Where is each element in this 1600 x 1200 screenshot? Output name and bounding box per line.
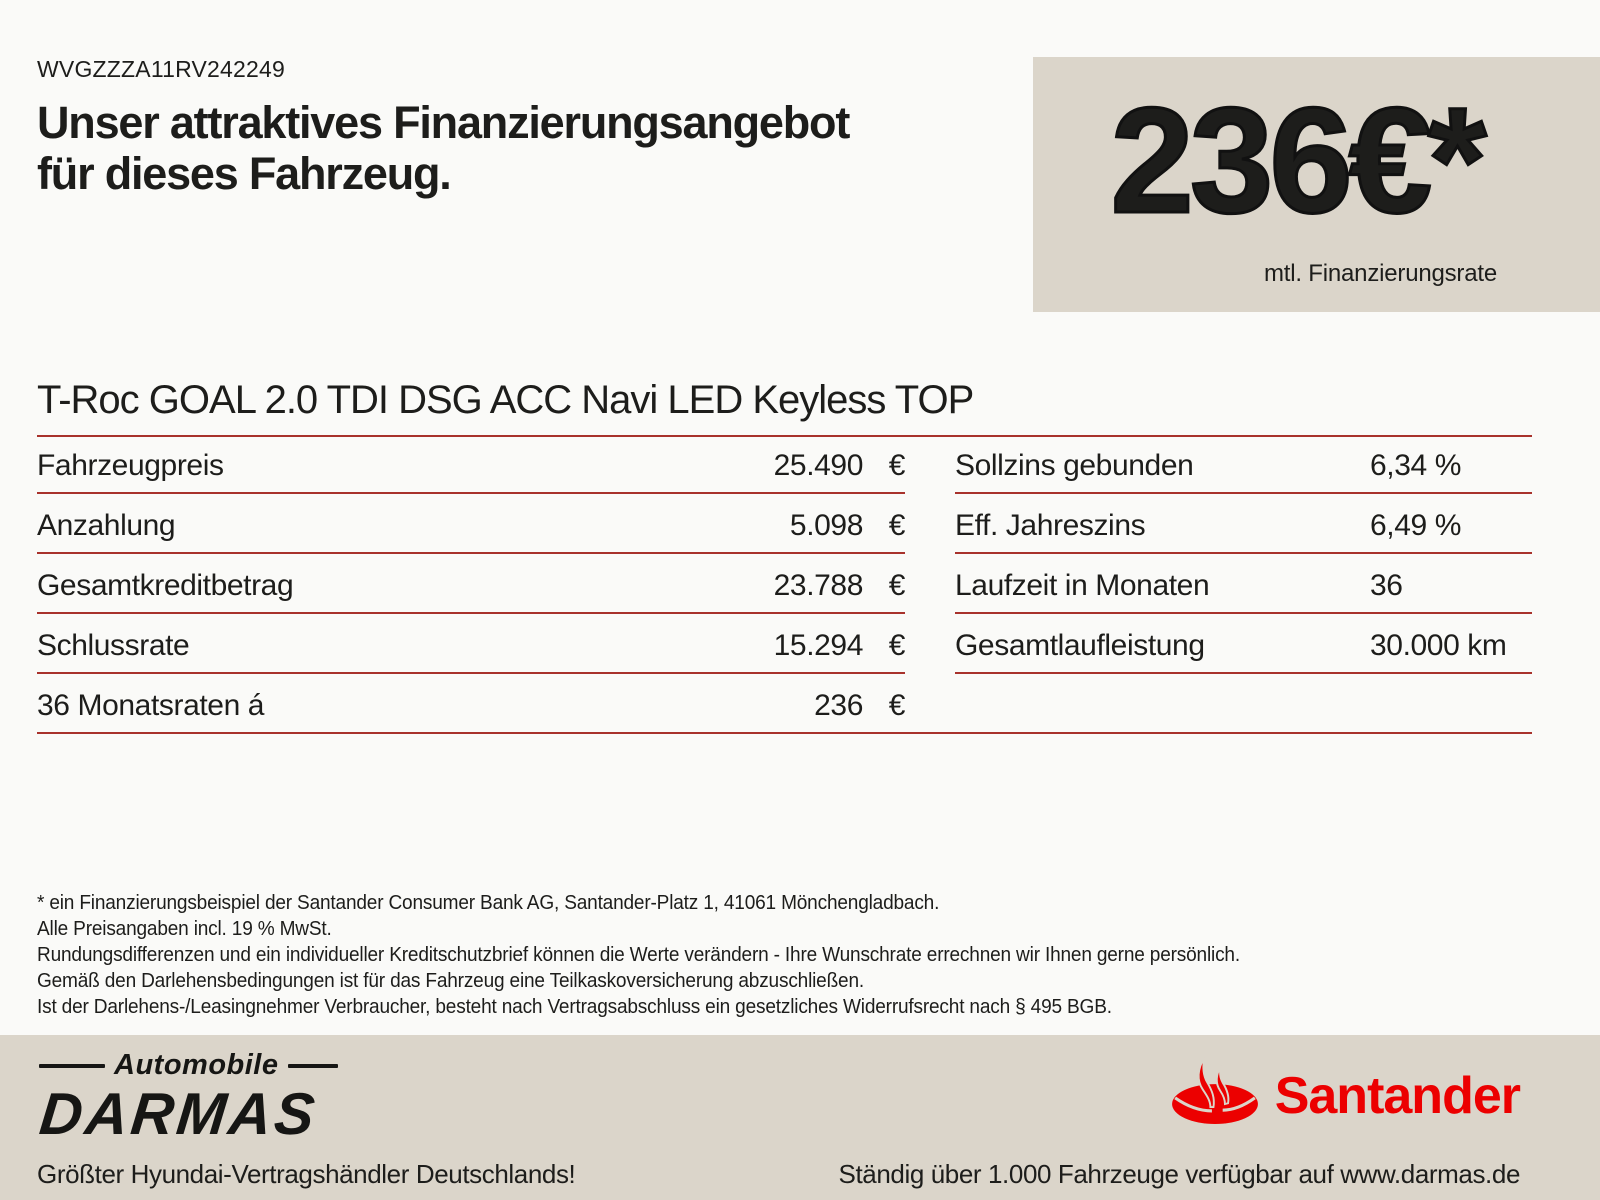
- headline-line-1: Unser attraktives Finanzierungsangebot: [37, 97, 850, 148]
- headline-line-2: für dieses Fahrzeug.: [37, 148, 452, 200]
- table-row-anzahlung: Anzahlung 5.098 €: [37, 494, 905, 554]
- table-row-schlussrate: Schlussrate 15.294 €: [37, 614, 905, 674]
- row-value: 25.490: [773, 449, 864, 482]
- footer-tagline-left: Größter Hyundai-Vertragshändler Deutschl…: [37, 1159, 576, 1189]
- rate-caption: mtl. Finanzierungsrate: [1263, 260, 1497, 287]
- table-row-laufzeit: Laufzeit in Monaten 36: [955, 554, 1532, 614]
- disclaimer-line: Gemäß den Darlehensbedingungen ist für d…: [37, 969, 865, 992]
- row-label: Eff. Jahreszins: [955, 509, 1146, 542]
- disclaimer-line: Alle Preisangaben incl. 19 % MwSt.: [37, 917, 332, 940]
- footer-taglines: Größter Hyundai-Vertragshändler Deutschl…: [37, 1159, 1520, 1190]
- row-value: 236: [814, 689, 863, 722]
- disclaimer-line: Rundungsdifferenzen und ein individuelle…: [37, 943, 1240, 966]
- santander-flame-icon: [1169, 1055, 1261, 1132]
- table-row-fahrzeugpreis: Fahrzeugpreis 25.490 €: [37, 434, 905, 494]
- row-unit: €: [888, 449, 906, 482]
- santander-logo: Santander: [1169, 1055, 1521, 1132]
- table-row-gesamtkreditbetrag: Gesamtkreditbetrag 23.788 €: [37, 554, 905, 614]
- row-label: 36 Monatsraten á: [37, 689, 265, 722]
- finance-table: Fahrzeugpreis 25.490 € Sollzins gebunden…: [37, 434, 1532, 734]
- page-headline: Unser attraktives Finanzierungsangebot f…: [37, 97, 850, 200]
- row-unit: €: [888, 629, 906, 662]
- disclaimer-line: * ein Finanzierungsbeispiel der Santande…: [37, 891, 940, 914]
- row-value: 5.098: [789, 509, 863, 542]
- table-row-monatsraten: 36 Monatsraten á 236 €: [37, 674, 1532, 734]
- row-unit: €: [888, 689, 906, 722]
- row-value: 6,34 %: [1370, 449, 1461, 482]
- disclaimer: * ein Finanzierungsbeispiel der Santande…: [37, 890, 1488, 1020]
- row-label: Anzahlung: [37, 509, 176, 542]
- row-unit: €: [888, 569, 906, 602]
- disclaimer-line: Ist der Darlehens-/Leasingnehmer Verbrau…: [37, 995, 1112, 1018]
- darmas-logo: Automobile DARMAS: [37, 1049, 338, 1147]
- row-value: 30.000 km: [1370, 629, 1507, 662]
- row-label: Gesamtlaufleistung: [955, 629, 1205, 662]
- darmas-wordmark: DARMAS: [36, 1081, 321, 1147]
- rate-amount: 236€*: [1109, 76, 1488, 244]
- vehicle-title: T-Roc GOAL 2.0 TDI DSG ACC Navi LED Keyl…: [37, 378, 1532, 437]
- row-label: Laufzeit in Monaten: [955, 569, 1210, 602]
- row-label: Sollzins gebunden: [955, 449, 1194, 482]
- row-value: 23.788: [773, 569, 864, 602]
- darmas-logo-top: Automobile: [37, 1049, 338, 1082]
- row-label: Fahrzeugpreis: [37, 449, 224, 482]
- row-unit: €: [888, 509, 906, 542]
- monthly-rate-box: 236€* mtl. Finanzierungsrate: [1033, 57, 1600, 312]
- footer: Automobile DARMAS Santander Größter Hyun…: [0, 1035, 1600, 1200]
- table-row-sollzins: Sollzins gebunden 6,34 %: [955, 434, 1532, 494]
- footer-tagline-right: Ständig über 1.000 Fahrzeuge verfügbar a…: [838, 1159, 1521, 1189]
- row-label: Gesamtkreditbetrag: [37, 569, 294, 602]
- row-label: Schlussrate: [37, 629, 190, 662]
- row-value: 36: [1370, 569, 1403, 602]
- darmas-dash-left: [39, 1063, 105, 1068]
- table-row-gesamtlaufleistung: Gesamtlaufleistung 30.000 km: [955, 614, 1532, 674]
- header: WVGZZZA11RV242249 Unser attraktives Fina…: [37, 56, 850, 200]
- row-value: 15.294: [773, 629, 864, 662]
- table-row-jahreszins: Eff. Jahreszins 6,49 %: [955, 494, 1532, 554]
- vin-text: WVGZZZA11RV242249: [37, 56, 285, 82]
- darmas-dash-right: [287, 1063, 338, 1068]
- darmas-automobile-label: Automobile: [114, 1049, 279, 1081]
- row-value: 6,49 %: [1370, 509, 1461, 542]
- santander-wordmark: Santander: [1274, 1066, 1521, 1125]
